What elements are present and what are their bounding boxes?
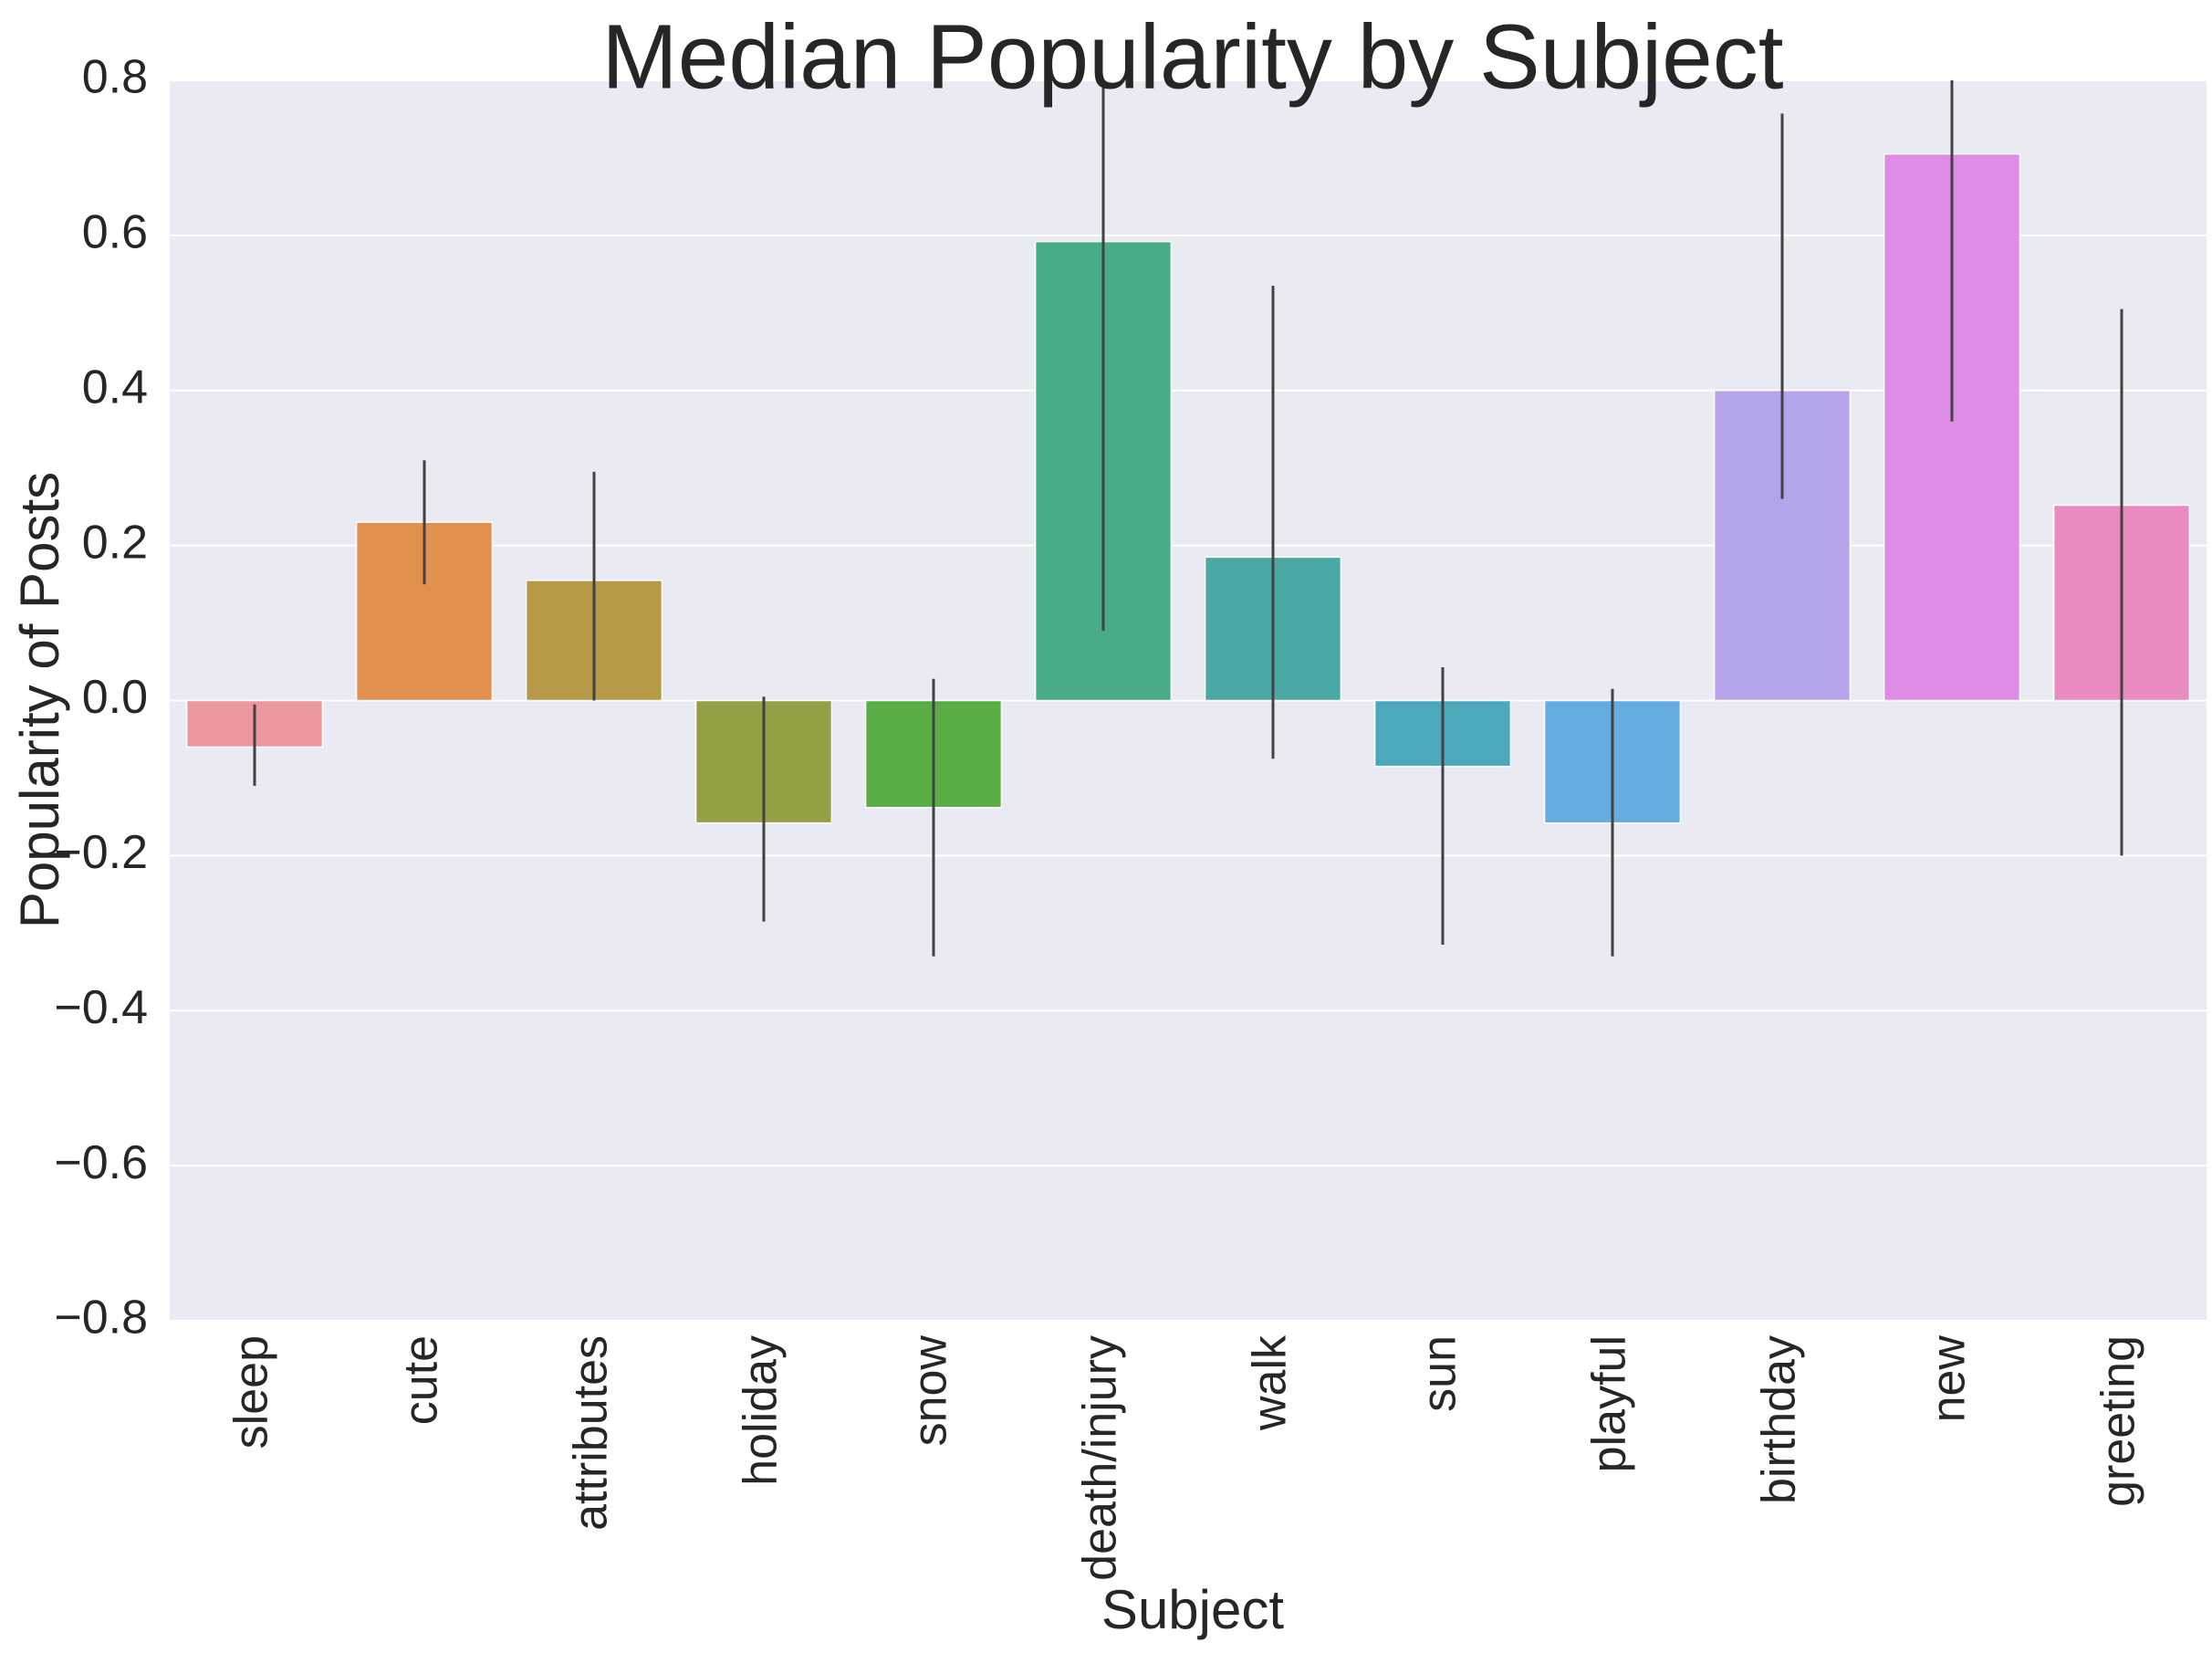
x-tick-label: attributes [565,1335,618,1531]
x-tick-label: snow [904,1335,957,1447]
y-tick-label: 0.6 [82,206,148,259]
x-tick-label: holiday [735,1335,788,1486]
y-tick-label: −0.2 [54,826,148,879]
error-bars [253,80,2123,957]
x-tick-label: playful [1583,1335,1636,1472]
y-tick-label: −0.4 [54,981,148,1034]
x-tick-label: walk [1244,1334,1297,1431]
x-tick-label: new [1923,1335,1976,1423]
x-tick-label: sleep [225,1335,278,1449]
x-tick-label: greeting [2092,1335,2145,1507]
y-tick-label: 0.8 [82,51,148,104]
x-tick-label: sun [1414,1335,1466,1412]
y-axis-label: Popularity of Posts [9,472,70,928]
gridlines [170,79,2207,1322]
x-tick-label: cute [395,1335,448,1425]
y-tick-label: 0.2 [82,516,148,569]
y-tick-label: −0.6 [54,1136,148,1189]
x-tick-label: birthday [1753,1335,1806,1504]
y-axis-ticks: −0.8 −0.6 −0.4 −0.2 0.0 0.2 0.4 0.6 0.8 [54,51,148,1344]
x-tick-label: death/injury [1074,1335,1127,1581]
chart-title: Median Popularity by Subject [601,5,1783,108]
y-tick-label: 0.4 [82,361,148,413]
y-tick-label: 0.0 [82,671,148,724]
y-tick-label: −0.8 [54,1292,148,1344]
x-axis-label: Subject [1101,1579,1284,1640]
x-axis-ticks: sleep cute attributes holiday snow death/inju… [225,1334,2145,1581]
